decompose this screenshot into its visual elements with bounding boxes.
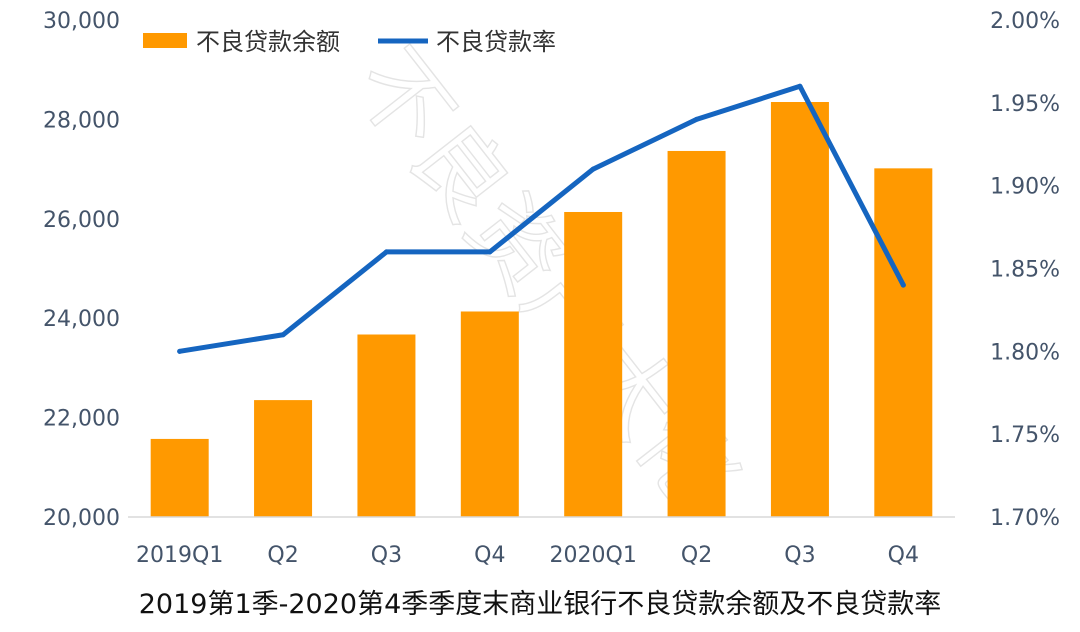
x-tick-label: 2019Q1 bbox=[136, 543, 223, 568]
bar-series bbox=[150, 102, 933, 518]
bar bbox=[150, 438, 209, 517]
right-tick-label: 1.95% bbox=[990, 92, 1060, 117]
x-tick-label: Q3 bbox=[371, 543, 402, 568]
bar bbox=[460, 311, 519, 517]
x-tick-label: Q4 bbox=[474, 543, 505, 568]
line-point bbox=[694, 116, 700, 122]
left-axis-tick-labels: 20,000 22,000 24,000 26,000 28,000 30,000 bbox=[43, 9, 120, 531]
bar bbox=[564, 211, 623, 518]
line-point bbox=[383, 249, 389, 255]
legend: 不良贷款余额 不良贷款率 bbox=[143, 28, 556, 56]
line-point bbox=[280, 332, 286, 338]
right-tick-label: 1.70% bbox=[990, 506, 1060, 531]
left-tick-label: 24,000 bbox=[43, 307, 120, 332]
right-axis-tick-labels: 1.70% 1.75% 1.80% 1.85% 1.90% 1.95% 2.00% bbox=[990, 9, 1060, 531]
left-tick-label: 20,000 bbox=[43, 506, 120, 531]
x-tick-label: Q2 bbox=[681, 543, 712, 568]
left-tick-label: 26,000 bbox=[43, 208, 120, 233]
legend-label-bar: 不良贷款余额 bbox=[196, 28, 340, 56]
chart-title: 2019第1季-2020第4季季度末商业银行不良贷款余额及不良贷款率 bbox=[139, 589, 942, 620]
line-point bbox=[487, 249, 493, 255]
x-axis-tick-labels: 2019Q1 Q2 Q3 Q4 2020Q1 Q2 Q3 Q4 bbox=[136, 543, 919, 568]
right-tick-label: 1.75% bbox=[990, 423, 1060, 448]
right-tick-label: 2.00% bbox=[990, 9, 1060, 34]
right-tick-label: 1.80% bbox=[990, 340, 1060, 365]
x-tick-label: 2020Q1 bbox=[550, 543, 637, 568]
bar bbox=[667, 150, 726, 517]
bar bbox=[874, 168, 933, 518]
bar bbox=[770, 102, 829, 517]
right-tick-label: 1.90% bbox=[990, 175, 1060, 200]
left-tick-label: 28,000 bbox=[43, 108, 120, 133]
x-tick-label: Q4 bbox=[888, 543, 919, 568]
line-point bbox=[900, 282, 906, 288]
bar bbox=[357, 334, 416, 517]
x-tick-label: Q3 bbox=[784, 543, 815, 568]
line-point bbox=[797, 83, 803, 89]
bar bbox=[254, 400, 313, 517]
left-tick-label: 30,000 bbox=[43, 9, 120, 34]
x-tick-label: Q2 bbox=[267, 543, 298, 568]
line-point bbox=[590, 166, 596, 172]
right-tick-label: 1.85% bbox=[990, 258, 1060, 283]
line-path bbox=[177, 83, 906, 354]
line-point bbox=[177, 348, 183, 354]
legend-label-line: 不良贷款率 bbox=[436, 28, 556, 56]
left-tick-label: 22,000 bbox=[43, 407, 120, 432]
line-series bbox=[177, 83, 906, 354]
legend-swatch-bar bbox=[143, 33, 187, 48]
